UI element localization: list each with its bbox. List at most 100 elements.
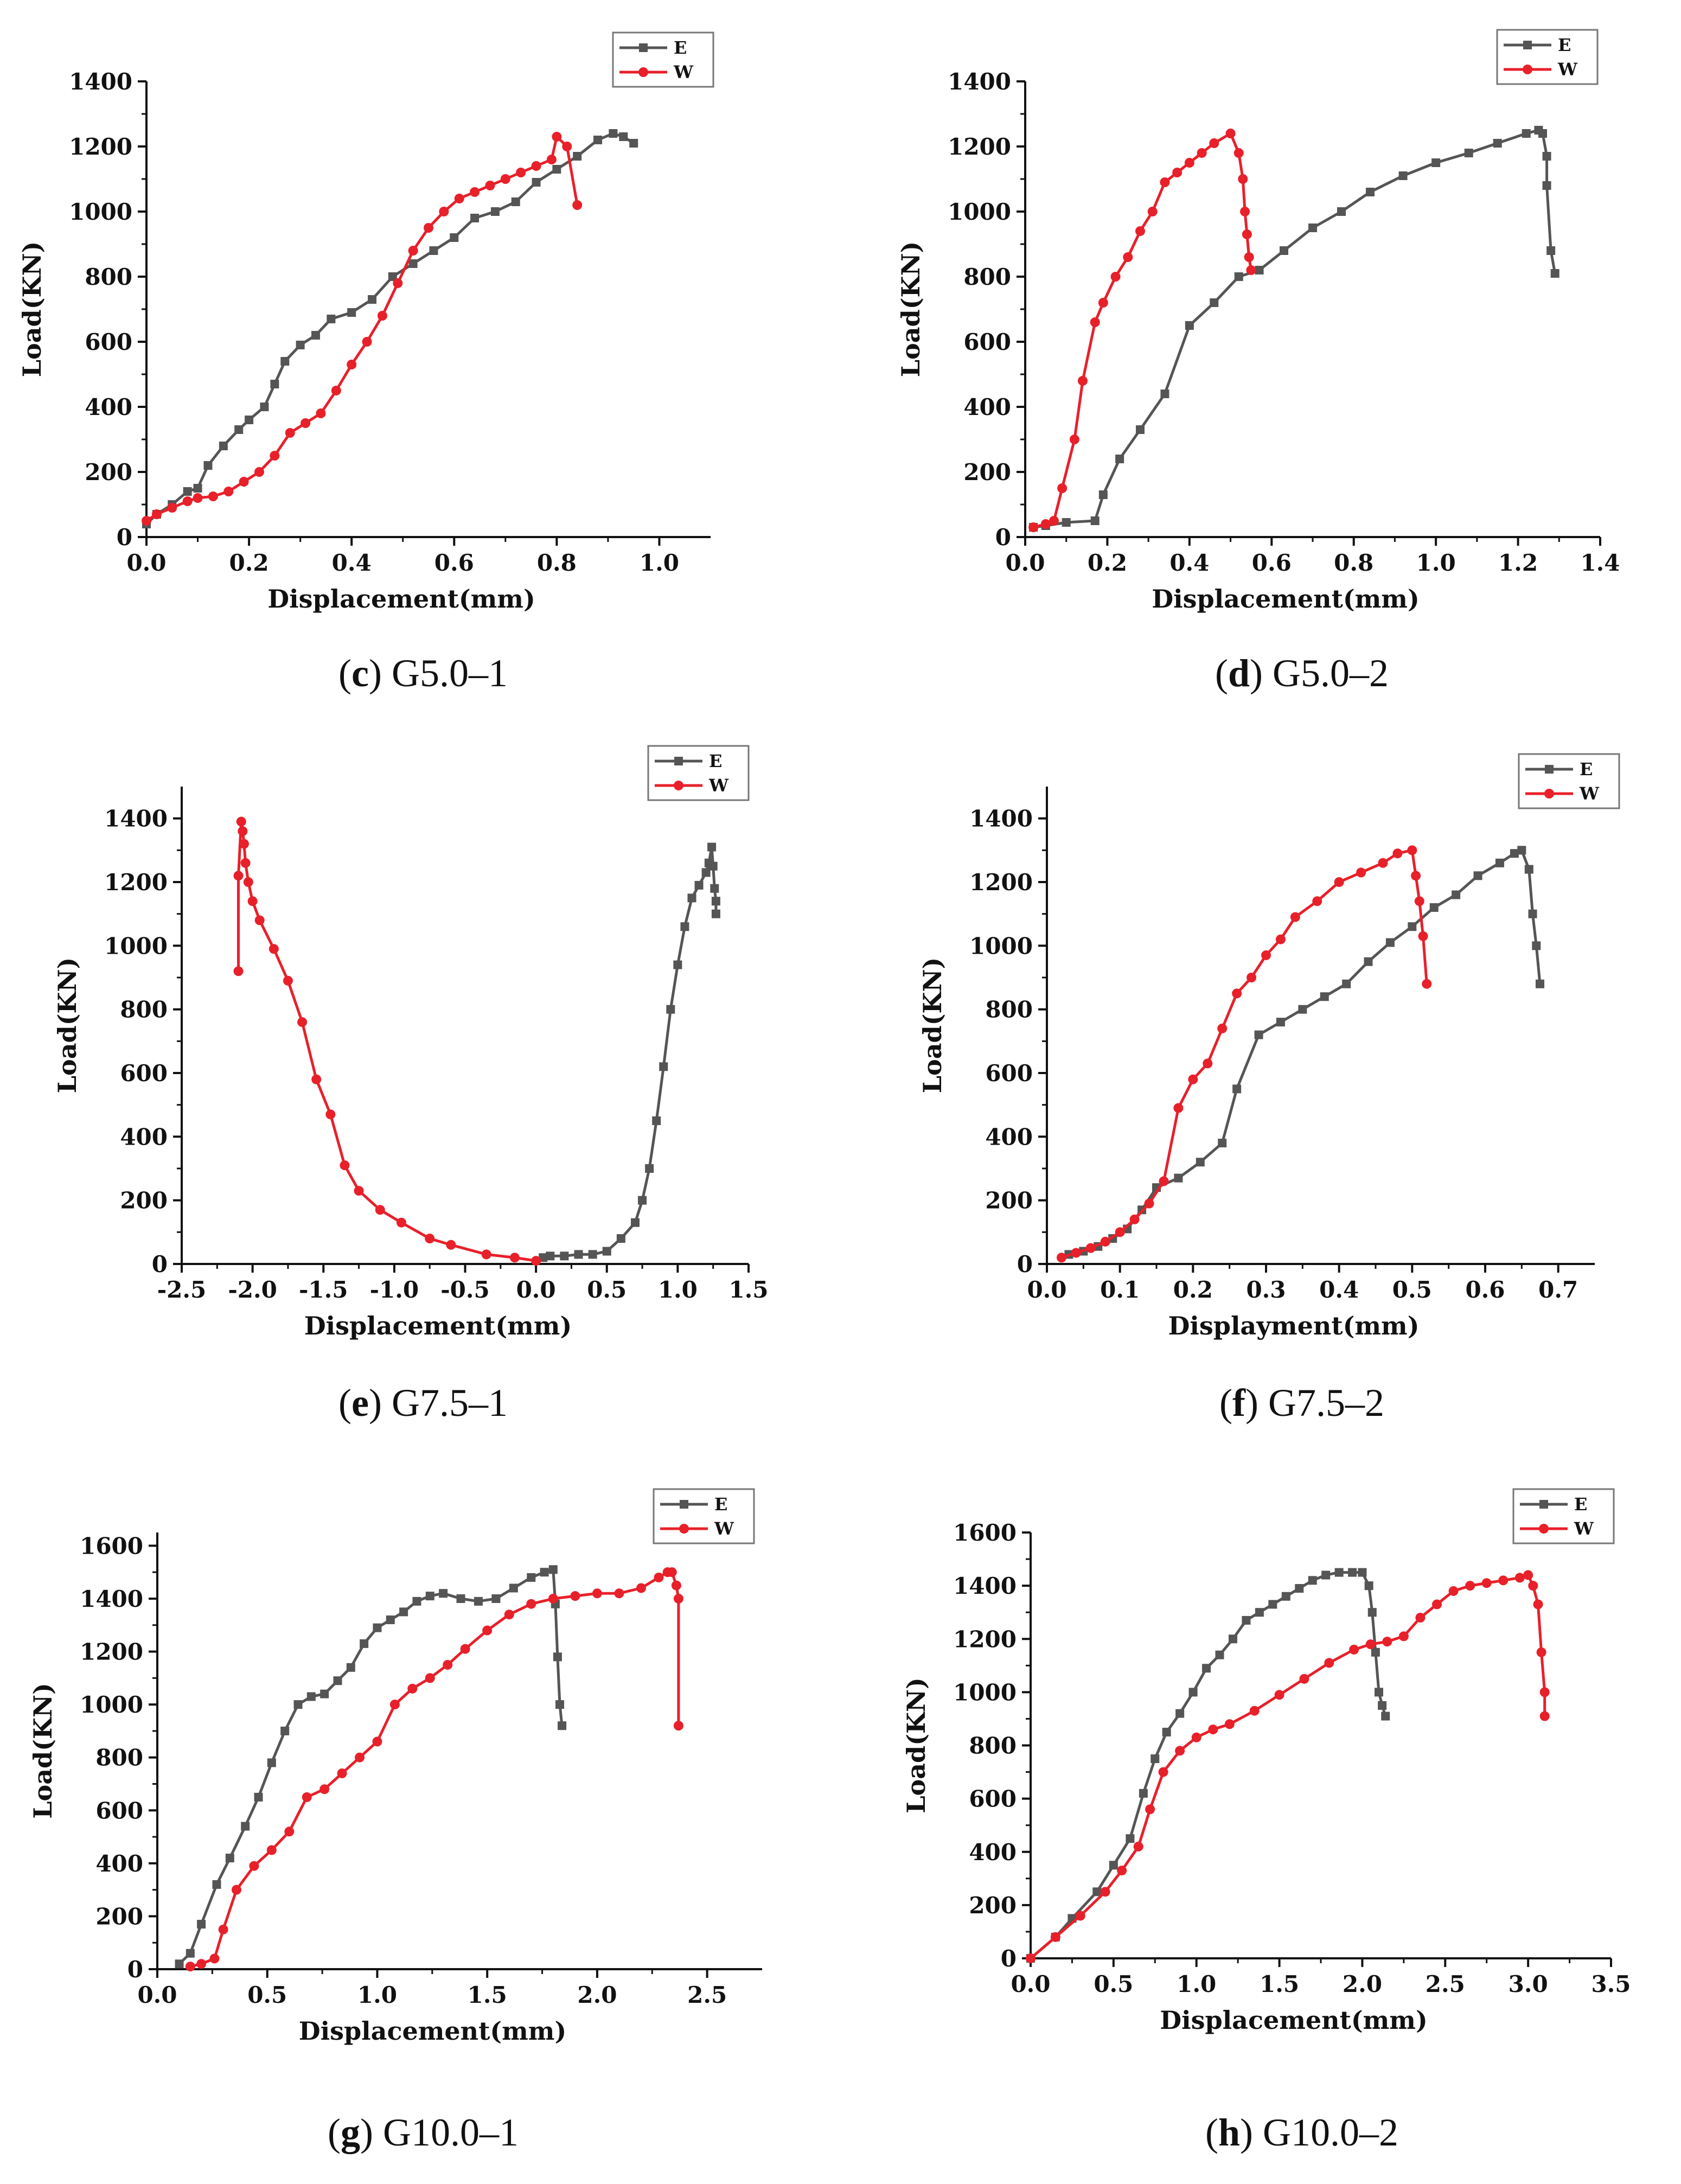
data-point-E	[588, 1250, 597, 1259]
chart-d: 0.0 0.2 0.4 0.6 0.8 1.0 1.2 1.4 0 200 400 600 800 100…	[896, 29, 1620, 695]
data-point-W	[671, 1580, 681, 1591]
data-point-W	[516, 168, 526, 177]
data-point-W	[1232, 988, 1242, 999]
x-axis-title: Displayment(mm)	[1168, 1311, 1420, 1340]
data-point-E	[225, 1854, 234, 1863]
data-point-E	[456, 1594, 465, 1603]
data-point-W	[238, 826, 248, 836]
data-point-W	[509, 1253, 520, 1263]
data-point-W	[167, 503, 177, 513]
data-point-E	[1185, 321, 1194, 330]
caption-specimen: G5.0–2	[1273, 652, 1389, 695]
data-point-W	[243, 877, 253, 887]
data-point-E	[1510, 849, 1519, 858]
panel-caption: (c) G5.0–1	[338, 652, 508, 695]
data-point-E	[593, 136, 602, 144]
data-point-W	[231, 1885, 241, 1895]
data-point-W	[337, 1768, 347, 1778]
data-point-W	[209, 1953, 220, 1964]
legend-box	[653, 1488, 755, 1544]
data-point-E	[1342, 979, 1351, 988]
legend-marker-E	[1545, 765, 1554, 774]
data-point-E	[408, 259, 418, 268]
data-point-E	[666, 1005, 675, 1014]
data-point-E	[296, 341, 305, 349]
data-point-E	[1364, 957, 1373, 966]
x-tick-label: 0.4	[1319, 1276, 1359, 1303]
y-tick-label: 1400	[953, 1573, 1017, 1599]
data-point-W	[1110, 272, 1121, 282]
data-point-E	[1255, 1608, 1264, 1617]
x-tick-label: 0.0	[1005, 550, 1045, 576]
x-tick-label: 1.5	[728, 1276, 768, 1303]
data-point-E	[241, 1822, 250, 1831]
y-tick-label: 200	[120, 1187, 168, 1214]
data-point-E	[1522, 129, 1531, 138]
data-point-E	[260, 403, 269, 411]
data-point-W	[1244, 252, 1254, 262]
data-point-E	[234, 425, 244, 434]
data-point-W	[1117, 1866, 1127, 1876]
data-point-E	[558, 1721, 567, 1730]
data-point-E	[425, 1592, 434, 1601]
data-point-E	[1139, 1789, 1148, 1798]
data-point-W	[570, 1591, 580, 1601]
data-point-E	[1196, 1158, 1205, 1167]
data-point-W	[1147, 207, 1158, 216]
data-point-E	[320, 1689, 329, 1698]
data-point-E	[439, 1589, 448, 1598]
data-point-E	[388, 272, 397, 281]
data-point-E	[1308, 1576, 1317, 1585]
data-point-E	[1115, 455, 1124, 463]
data-point-W	[425, 1673, 435, 1683]
data-point-W	[319, 1784, 330, 1795]
data-point-E	[1364, 1581, 1373, 1591]
y-tick-label: 800	[963, 264, 1011, 290]
data-point-E	[1218, 1139, 1227, 1148]
data-point-W	[236, 816, 246, 827]
caption-specimen: G7.5–1	[392, 1381, 508, 1425]
data-point-W	[572, 200, 583, 210]
data-point-E	[347, 308, 356, 317]
data-point-W	[389, 1700, 400, 1710]
data-point-W	[1356, 867, 1366, 878]
data-point-E	[509, 1583, 518, 1593]
y-tick-label: 1600	[80, 1532, 143, 1559]
series-line-W	[237, 820, 536, 1262]
data-point-E	[1493, 139, 1502, 148]
legend-box	[647, 745, 750, 801]
data-point-W	[196, 1959, 207, 1969]
y-tick-label: 1000	[69, 199, 132, 225]
data-point-W	[1392, 848, 1403, 859]
data-point-W	[1261, 950, 1271, 960]
data-point-W	[500, 174, 510, 184]
data-point-W	[377, 311, 387, 321]
data-point-W	[1208, 1725, 1218, 1735]
y-tick-label: 800	[95, 1745, 143, 1771]
data-point-W	[1203, 1058, 1213, 1069]
legend-marker-E	[680, 1500, 688, 1509]
data-point-W	[454, 194, 464, 203]
data-point-E	[1298, 1005, 1307, 1014]
data-point-W	[269, 944, 279, 954]
y-axis-title: Load(KN)	[896, 241, 925, 378]
data-point-E	[1281, 1592, 1290, 1601]
data-point-W	[239, 477, 249, 487]
data-point-E	[552, 165, 561, 174]
data-point-W	[1514, 1573, 1525, 1583]
data-point-E	[1538, 129, 1547, 138]
y-tick-label: 600	[120, 1060, 168, 1087]
data-point-W	[193, 493, 203, 503]
x-tick-label: 0.0	[126, 550, 166, 576]
data-point-W	[1085, 1243, 1096, 1253]
data-point-W	[673, 1721, 683, 1731]
data-point-W	[482, 1625, 493, 1636]
caption-paren-open: (	[338, 652, 351, 695]
legend-label-W: W	[1574, 1518, 1594, 1539]
y-tick-label: 800	[85, 264, 132, 290]
chart-c: 0.0 0.2 0.4 0.6 0.8 1.0 0 200 400 600 800 1000 1200 1…	[17, 31, 714, 695]
legend-marker-W	[1523, 65, 1532, 74]
x-tick-label: 1.4	[1580, 550, 1620, 576]
y-tick-label: 200	[85, 459, 132, 486]
